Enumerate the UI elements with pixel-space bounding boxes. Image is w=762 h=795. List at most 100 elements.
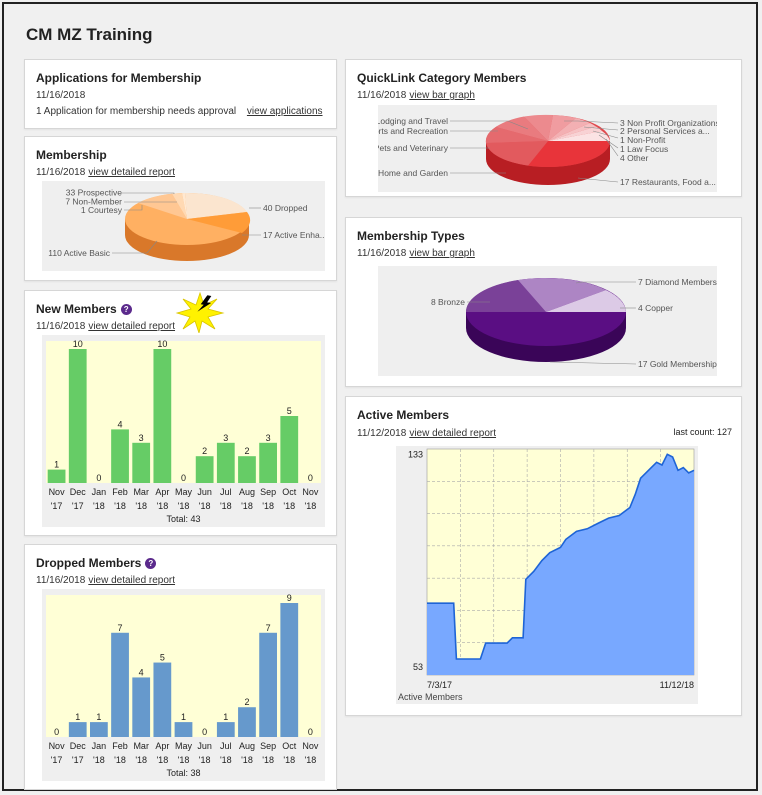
- new-members-chart-area: 1 Nov '17 10 Dec '17 0 Jan '18 4 Feb '18 3 Mar '18 10 Ap…: [42, 335, 325, 527]
- membership-report-link[interactable]: view detailed report: [88, 167, 176, 178]
- leader-personal-services: [583, 126, 619, 131]
- new-members-bar[interactable]: [111, 429, 129, 483]
- new-members-x-label: Oct: [282, 487, 297, 497]
- quicklink-title: QuickLink Category Members: [357, 71, 527, 85]
- new-members-bar[interactable]: [153, 349, 172, 483]
- membership-types-bar-graph-link[interactable]: view bar graph: [409, 248, 475, 259]
- dropped-members-x-label: Mar: [133, 741, 149, 751]
- dropped-members-bar[interactable]: [153, 662, 172, 737]
- pie-slice-home-garden: [486, 141, 548, 166]
- dropped-members-bar[interactable]: [259, 632, 277, 737]
- membership-types-date: 11/16/2018: [357, 248, 407, 259]
- new-members-x-label-year: '18: [283, 501, 295, 511]
- active-members-report-link[interactable]: view detailed report: [409, 428, 497, 439]
- leader-other: [605, 138, 619, 157]
- label-non-profit: 1 Non-Profit: [620, 135, 666, 145]
- dropped-members-data-label: 0: [54, 727, 59, 737]
- dropped-members-chart-area: 0 Nov '17 1 Dec '17 1 Jan '18 7 Feb '18 4 Mar '18 5 Apr '…: [42, 589, 325, 781]
- new-members-data-label: 3: [139, 433, 144, 443]
- new-members-x-label-year: '17: [51, 501, 63, 511]
- new-members-data-label: 10: [157, 339, 167, 349]
- quicklink-pie-chart: 4 Lodging and Travel 5 Sports and Recrea…: [356, 114, 720, 187]
- dropped-members-bar[interactable]: [174, 722, 193, 737]
- new-members-x-label-year: '18: [199, 501, 211, 511]
- dropped-members-x-label-year: '18: [114, 755, 126, 765]
- dropped-members-x-label: Sep: [260, 741, 276, 751]
- quicklink-bar-graph-link[interactable]: view bar graph: [409, 90, 475, 101]
- new-members-x-label: Sep: [260, 487, 276, 497]
- new-members-x-label: May: [175, 487, 193, 497]
- new-members-x-label: Jan: [92, 487, 107, 497]
- active-x-tick-end: 11/12/18: [660, 680, 694, 690]
- help-icon[interactable]: ?: [120, 304, 132, 315]
- dropped-members-title-row: Dropped Members?: [36, 556, 157, 570]
- new-members-card: New Members? 11/16/2018 view detailed rep…: [24, 290, 337, 536]
- active-members-title: Active Members: [357, 408, 450, 422]
- dropped-members-bar[interactable]: [68, 722, 87, 737]
- pie-slice-prospective: [138, 193, 187, 219]
- pie-slice-non-member: [172, 193, 187, 219]
- help-icon[interactable]: ?: [145, 558, 157, 569]
- dropped-members-bar-chart: 0 Nov '17 1 Dec '17 1 Jan '18 7 Feb '18 4 Mar '18 5 Apr '…: [46, 593, 321, 778]
- dropped-members-data-label: 7: [266, 623, 271, 633]
- dropped-members-bar[interactable]: [238, 707, 256, 737]
- dropped-members-x-label-year: '18: [135, 755, 147, 765]
- pie-slice-lodging: [524, 114, 553, 141]
- active-members-date: 11/12/2018: [357, 428, 407, 439]
- active-x-tick-start: 7/3/17: [427, 680, 452, 690]
- applications-title: Applications for Membership: [36, 71, 202, 85]
- dropped-members-bar[interactable]: [132, 677, 151, 737]
- dropped-members-x-label: Jun: [197, 741, 212, 751]
- new-members-date-row: 11/16/2018 view detailed report: [36, 321, 175, 332]
- dropped-members-x-label: Jul: [220, 741, 232, 751]
- dropped-members-data-label: 7: [118, 623, 123, 633]
- dropped-members-x-label-year: '17: [51, 755, 63, 765]
- new-members-x-label: Aug: [239, 487, 255, 497]
- leader-lodging: [450, 120, 529, 130]
- new-members-bar[interactable]: [195, 456, 214, 483]
- leader-courtesy: [124, 205, 143, 211]
- new-members-bar[interactable]: [132, 442, 151, 483]
- new-members-report-link[interactable]: view detailed report: [88, 321, 176, 332]
- dropped-members-bar[interactable]: [216, 722, 235, 737]
- view-applications-link[interactable]: view applications: [246, 106, 323, 117]
- active-members-chart-area: 133 53 7/3/17 11/12/18 Active Members: [396, 446, 698, 704]
- new-members-data-label: 0: [181, 473, 186, 483]
- new-members-data-label: 3: [266, 433, 271, 443]
- membership-types-pie-chart: 8 Bronze 7 Diamond Membership 4 Copper 1…: [431, 277, 729, 369]
- pie-slice-non-profit: [548, 123, 596, 141]
- membership-title: Membership: [36, 148, 107, 162]
- pie-slice-other: [548, 131, 610, 141]
- dropped-members-x-label-year: '17: [72, 755, 84, 765]
- new-members-data-label: 1: [54, 460, 59, 470]
- dropped-members-x-label: May: [175, 741, 193, 751]
- pie-slice-law-focus: [548, 126, 602, 141]
- new-members-bar[interactable]: [238, 456, 256, 483]
- label-non-profit-orgs: 3 Non Profit Organizations: [620, 118, 717, 128]
- dropped-members-bar[interactable]: [111, 632, 129, 737]
- dropped-members-bar[interactable]: [280, 603, 299, 737]
- dropped-members-bar[interactable]: [90, 722, 108, 737]
- pie-slice-restaurants: [528, 141, 610, 167]
- new-members-plot-bg: [46, 341, 321, 483]
- dropped-members-report-link[interactable]: view detailed report: [88, 575, 176, 586]
- label-law-focus: 1 Law Focus: [620, 144, 668, 154]
- new-members-x-label: Mar: [133, 487, 149, 497]
- new-members-bar[interactable]: [259, 442, 277, 483]
- new-members-bar[interactable]: [68, 349, 87, 483]
- new-members-bar[interactable]: [216, 442, 235, 483]
- leader-gold: [549, 361, 637, 365]
- membership-date-row: 11/16/2018 view detailed report: [36, 167, 175, 178]
- leader-law-focus: [598, 134, 619, 149]
- dropped-members-x-label: Feb: [112, 741, 128, 751]
- dropped-members-x-label: Oct: [282, 741, 297, 751]
- new-members-bar[interactable]: [280, 416, 299, 483]
- new-members-x-label: Apr: [155, 487, 169, 497]
- dropped-members-x-label-year: '18: [283, 755, 295, 765]
- new-members-bar[interactable]: [47, 469, 66, 483]
- new-members-x-label: Nov: [49, 487, 66, 497]
- last-count: last count: 127: [673, 427, 732, 437]
- new-members-data-label: 4: [118, 419, 123, 429]
- active-y-tick-bottom: 53: [413, 662, 423, 672]
- new-members-data-label: 2: [202, 446, 207, 456]
